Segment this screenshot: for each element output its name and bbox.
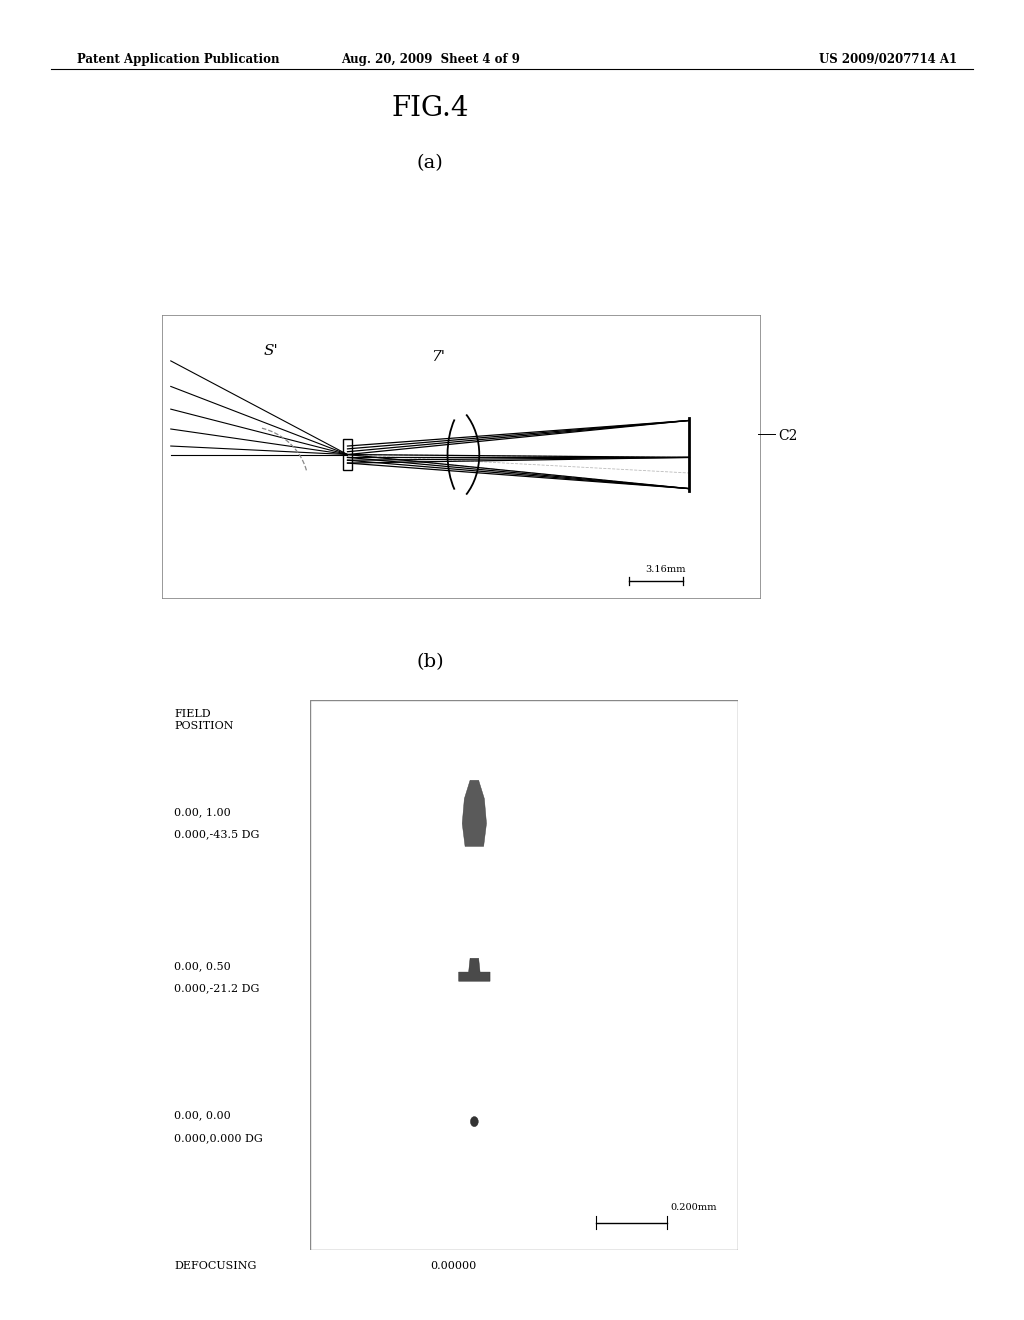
Text: 0.200mm: 0.200mm <box>671 1203 717 1212</box>
Text: 0.000,0.000 DG: 0.000,0.000 DG <box>174 1133 263 1143</box>
Text: 0.00, 0.50: 0.00, 0.50 <box>174 961 230 972</box>
Text: FIELD
POSITION: FIELD POSITION <box>174 709 233 731</box>
Text: FIG.4: FIG.4 <box>391 95 469 121</box>
Bar <box>343 440 352 470</box>
Text: 0.00, 1.00: 0.00, 1.00 <box>174 807 230 817</box>
Text: Patent Application Publication: Patent Application Publication <box>77 53 280 66</box>
Text: Aug. 20, 2009  Sheet 4 of 9: Aug. 20, 2009 Sheet 4 of 9 <box>341 53 519 66</box>
Text: 0.00000: 0.00000 <box>430 1261 476 1271</box>
Text: US 2009/0207714 A1: US 2009/0207714 A1 <box>819 53 957 66</box>
Text: (b): (b) <box>417 653 443 672</box>
Text: C2: C2 <box>778 429 798 442</box>
Circle shape <box>470 1117 478 1127</box>
Text: (a): (a) <box>417 154 443 173</box>
Polygon shape <box>459 958 490 981</box>
Text: 0.000,-21.2 DG: 0.000,-21.2 DG <box>174 983 259 994</box>
Polygon shape <box>462 780 486 846</box>
Text: S': S' <box>263 345 279 358</box>
Text: 0.000,-43.5 DG: 0.000,-43.5 DG <box>174 829 259 840</box>
Text: DEFOCUSING: DEFOCUSING <box>174 1261 256 1271</box>
Text: 3.16mm: 3.16mm <box>645 565 686 574</box>
Text: 0.00, 0.00: 0.00, 0.00 <box>174 1110 230 1121</box>
Text: 7': 7' <box>431 350 445 364</box>
